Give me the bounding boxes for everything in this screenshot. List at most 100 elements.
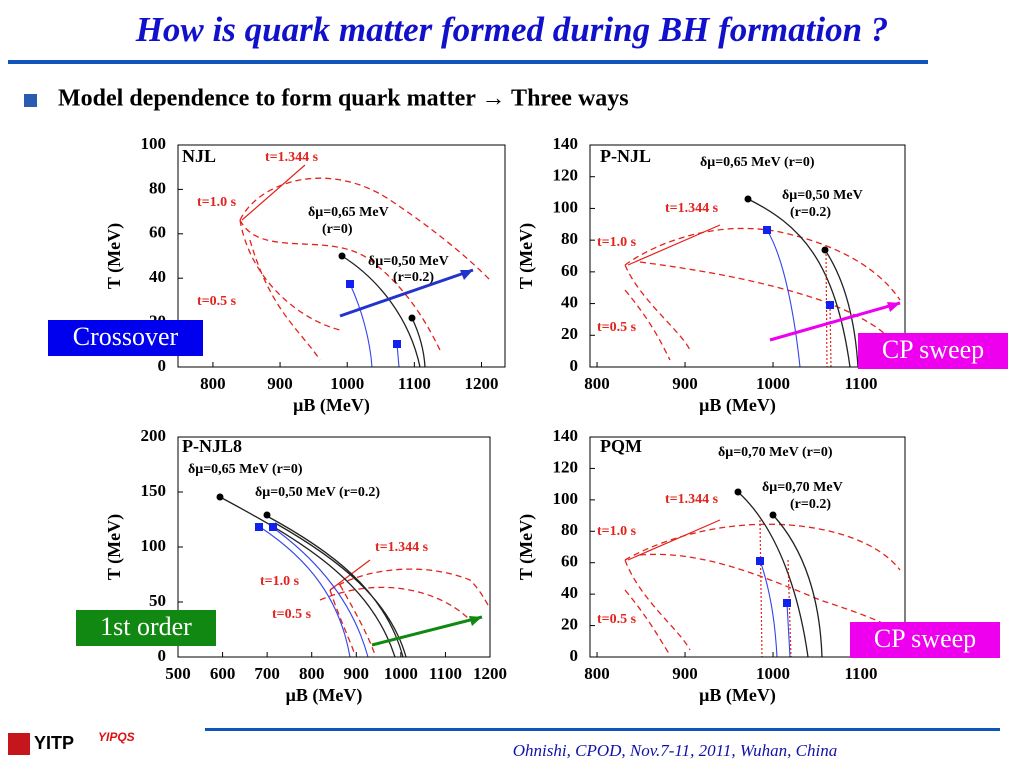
- phase-boundary: [737, 491, 823, 658]
- y-tick-label: 120: [553, 457, 579, 476]
- annotation: t=1.0 s: [597, 524, 637, 539]
- x-tick-label: 1200: [473, 664, 507, 683]
- y-tick-label: 60: [561, 552, 578, 571]
- plot-frame: [177, 144, 506, 368]
- x-tick-label: 800: [200, 374, 226, 393]
- annotation: δμ=0,65 MeV: [308, 205, 389, 220]
- y-axis-label: T (MeV): [104, 223, 125, 289]
- arrow-head: [460, 270, 473, 280]
- annotation: δμ=0,65 MeV (r=0): [188, 462, 303, 477]
- annotation: δμ=0,50 MeV: [782, 188, 863, 203]
- annotation: t=0.5 s: [197, 294, 237, 309]
- x-tick-label: 900: [672, 374, 698, 393]
- logo-yitp: YITP: [34, 733, 74, 753]
- trajectory: [239, 177, 491, 361]
- annotation: δμ=0,70 MeV (r=0): [718, 445, 833, 460]
- x-axis-label: μB (MeV): [293, 395, 370, 416]
- x-tick-label: 800: [584, 374, 610, 393]
- x-tick-label: 1100: [398, 374, 431, 393]
- y-tick-label: 80: [561, 520, 578, 539]
- phase-boundary: [349, 283, 400, 368]
- critical-point: [826, 301, 834, 309]
- y-tick-label: 140: [553, 134, 579, 153]
- x-tick-label: 800: [584, 664, 610, 683]
- annotation: δμ=0,65 MeV (r=0): [700, 155, 815, 170]
- curves: [216, 164, 901, 658]
- panel-name: P-NJL: [600, 146, 651, 166]
- annotation: t=1.344 s: [665, 201, 719, 216]
- arrow: [241, 164, 306, 221]
- critical-point: [408, 314, 416, 322]
- y-tick-label: 20: [561, 614, 578, 633]
- x-tick-label: 1000: [330, 374, 364, 393]
- y-tick-label: 100: [141, 536, 167, 555]
- badge: [76, 610, 216, 646]
- arrow: [371, 615, 483, 647]
- x-tick-label: 1100: [429, 664, 462, 683]
- critical-point: [216, 493, 224, 501]
- y-tick-label: 0: [158, 646, 167, 665]
- badge: [48, 320, 203, 356]
- x-tick-label: 900: [267, 374, 293, 393]
- logo-icon: [8, 733, 30, 755]
- arrow: [627, 519, 721, 561]
- y-tick-label: 100: [553, 489, 579, 508]
- annotation: t=1.344 s: [265, 150, 319, 165]
- panel-name: P-NJL8: [182, 436, 242, 456]
- panel-name: NJL: [182, 146, 216, 166]
- y-tick-label: 100: [553, 197, 579, 216]
- annotation: (r=0.2): [790, 497, 831, 512]
- x-tick-label: 900: [344, 664, 370, 683]
- y-tick-label: 150: [141, 481, 167, 500]
- phase-boundary: [259, 526, 369, 658]
- annotation: t=1.344 s: [665, 492, 719, 507]
- phase-boundary: [341, 255, 426, 368]
- badge-text: Crossover: [73, 322, 179, 351]
- y-axis-label: T (MeV): [516, 514, 537, 580]
- critical-point: [821, 246, 829, 254]
- bullet-text: Model dependence to form quark matter → …: [58, 86, 629, 112]
- arrow-head: [469, 616, 482, 626]
- critical-point: [783, 599, 791, 607]
- arrow: [627, 224, 721, 266]
- annotation: t=1.0 s: [260, 574, 300, 589]
- y-tick-label: 20: [561, 324, 578, 343]
- bullet-icon: [24, 94, 37, 107]
- arrow: [339, 268, 474, 318]
- y-tick-label: 120: [553, 166, 579, 185]
- annotation: t=0.5 s: [597, 612, 637, 627]
- badge-text: CP sweep: [874, 624, 976, 653]
- plot-frame: [589, 144, 906, 368]
- x-tick-label: 900: [672, 664, 698, 683]
- y-tick-label: 80: [561, 229, 578, 248]
- badge: [858, 333, 1008, 369]
- logo-yipqs: YIPQS: [98, 730, 135, 744]
- slide-title: How is quark matter formed during BH for…: [135, 10, 889, 49]
- x-tick-label: 500: [165, 664, 191, 683]
- annotation: (r=0): [322, 222, 353, 237]
- x-axis-label: μB (MeV): [286, 685, 363, 706]
- y-tick-label: 100: [141, 134, 167, 153]
- y-tick-label: 140: [553, 426, 579, 445]
- trajectory: [319, 568, 489, 656]
- annotation: t=1.0 s: [197, 195, 237, 210]
- critical-point: [338, 252, 346, 260]
- trajectory: [624, 523, 901, 656]
- phase-boundary: [825, 249, 832, 368]
- y-tick-label: 40: [561, 292, 578, 311]
- critical-point: [263, 511, 271, 519]
- critical-point: [346, 280, 354, 288]
- critical-point: [763, 226, 771, 234]
- critical-point: [269, 523, 277, 531]
- critical-point: [744, 195, 752, 203]
- x-tick-label: 1200: [464, 374, 498, 393]
- annotation: δμ=0,50 MeV (r=0.2): [255, 485, 380, 500]
- badge-text: 1st order: [100, 612, 192, 641]
- badge-text: CP sweep: [882, 335, 984, 364]
- y-tick-label: 0: [570, 646, 579, 665]
- phase-boundary: [766, 229, 801, 368]
- annotation: t=1.344 s: [375, 540, 429, 555]
- critical-point: [393, 340, 401, 348]
- title-rule: [8, 60, 928, 64]
